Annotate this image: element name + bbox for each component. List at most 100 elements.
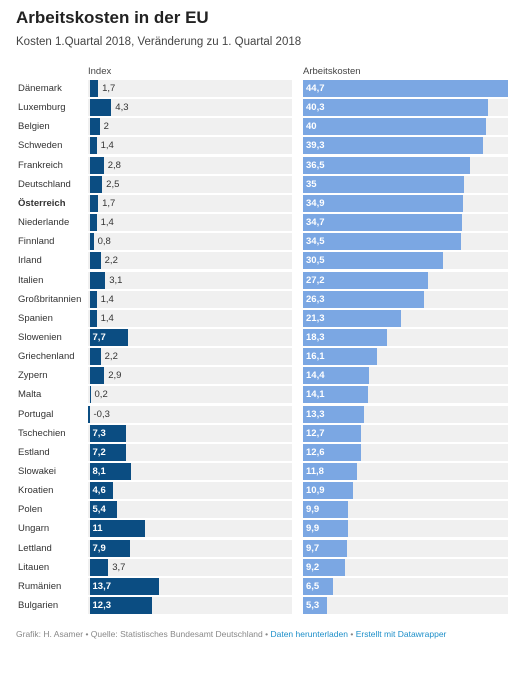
cost-bar-track: 27,2 [303,271,508,289]
index-value-label: 1,4 [100,140,114,152]
bar-row: Deutschland 2,5 35 [0,175,519,194]
bar-row: Österreich 1,7 34,9 [0,194,519,213]
footer-credit: Grafik: H. Asamer [16,629,84,639]
index-bar [89,118,100,136]
datawrapper-link[interactable]: Erstellt mit Datawrapper [355,629,447,639]
cost-value-label: 34,9 [306,197,325,209]
country-label: Dänemark [18,83,62,94]
bar-row: Dänemark 1,7 44,7 [0,79,519,98]
cost-value-label: 35 [306,178,317,190]
bar-row: Schweden 1,4 39,3 [0,136,519,155]
index-value-label: 7,9 [92,542,106,554]
country-label: Rumänien [18,580,62,592]
index-value-label: 7,2 [92,446,106,458]
index-bar [89,539,130,557]
country-label: Irland [18,255,42,267]
cost-bar-track: 18,3 [303,328,508,346]
cost-bar-track: 30,5 [303,252,508,270]
bar-row: Frankreich 2,8 36,5 [0,156,519,175]
index-bar [89,290,97,308]
index-bar [89,577,159,595]
index-value-label: 13,7 [92,580,112,592]
cost-bar [303,348,377,366]
cost-bar [303,443,361,461]
cost-bar-track: 11,8 [303,463,508,480]
index-value-label: 2,2 [104,351,118,363]
chart-footer: Grafik: H. Asamer • Quelle: Statistische… [16,629,446,639]
country-label: Griechenland [18,351,75,363]
bar-row: Litauen 3,7 9,2 [0,558,519,577]
country-label: Slowenien [18,331,62,343]
country-label: Lettland [18,542,52,554]
index-value-label: 2,2 [104,255,118,267]
cost-value-label: 18,3 [306,331,325,343]
cost-bar [303,367,370,385]
cost-value-label: 16,1 [306,351,325,363]
index-bar-track: 0,8 [88,233,292,251]
index-bar-track: 8,1 [88,463,292,480]
bar-row: Lettland 7,9 9,7 [0,539,519,558]
index-bar-track: 2,2 [88,252,292,270]
bar-row: Kroatien 4,6 10,9 [0,481,519,500]
cost-bar-track: 12,6 [303,443,508,461]
index-bar [89,386,91,404]
cost-bar-track: 34,5 [303,233,508,251]
country-label: Bulgarien [18,600,59,612]
cost-bar [303,328,387,346]
cost-bar [303,80,508,97]
cost-value-label: 40 [306,121,317,133]
cost-bar-track: 9,2 [303,558,508,576]
country-label: Portugal [18,408,54,420]
index-value-label: 3,7 [112,561,126,573]
cost-bar [303,290,424,308]
cost-bar-track: 9,7 [303,539,508,557]
bar-row: Niederlande 1,4 34,7 [0,213,519,232]
download-data-link[interactable]: Daten herunterladen [270,629,348,639]
cost-bar-track: 44,7 [303,80,508,97]
cost-bar [303,424,362,442]
cost-bar [303,271,428,289]
cost-value-label: 9,2 [306,561,320,573]
cost-bar [303,233,462,251]
cost-bar-track: 9,9 [303,520,508,538]
country-label: Belgien [18,121,50,133]
index-bar [89,482,113,500]
index-bar-track: 7,7 [88,328,292,346]
index-bar [89,214,97,232]
footer-separator: • [347,629,356,639]
index-bar [89,80,99,97]
index-bar [89,443,126,461]
footer-separator: • [83,629,91,639]
cost-bar [303,597,328,615]
bar-row: Malta 0,2 14,1 [0,385,519,404]
index-value-label: 2,8 [107,159,121,171]
index-bar [89,137,97,155]
cost-bar-track: 14,1 [303,386,508,404]
index-bar [89,424,127,442]
bar-row: Luxemburg 4,3 40,3 [0,98,519,117]
cost-bar [303,137,484,155]
index-value-label: 7,3 [92,427,106,439]
bar-row: Griechenland 2,2 16,1 [0,347,519,366]
index-column-header: Index [88,66,112,77]
index-bar-track: 11 [88,520,292,538]
cost-bar [303,118,487,136]
index-bar-track: 2,2 [88,348,292,366]
country-label: Luxemburg [18,102,66,114]
cost-value-label: 26,3 [306,293,325,305]
country-label: Frankreich [18,159,63,171]
cost-column-header: Arbeitskosten [303,66,361,77]
cost-value-label: 40,3 [306,102,325,114]
cost-bar-track: 9,9 [303,501,508,519]
index-bar-track: 1,7 [88,80,292,97]
cost-bar [303,175,464,193]
index-bar-track: -0,3 [88,405,292,423]
index-bar [89,501,117,519]
cost-bar-track: 5,3 [303,597,508,615]
country-label: Österreich [18,197,66,209]
index-value-label: 4,3 [115,102,129,114]
index-bar [89,252,101,270]
index-value-label: 4,6 [92,485,106,497]
cost-bar [303,309,401,327]
bar-row: Belgien 2 40 [0,117,519,136]
